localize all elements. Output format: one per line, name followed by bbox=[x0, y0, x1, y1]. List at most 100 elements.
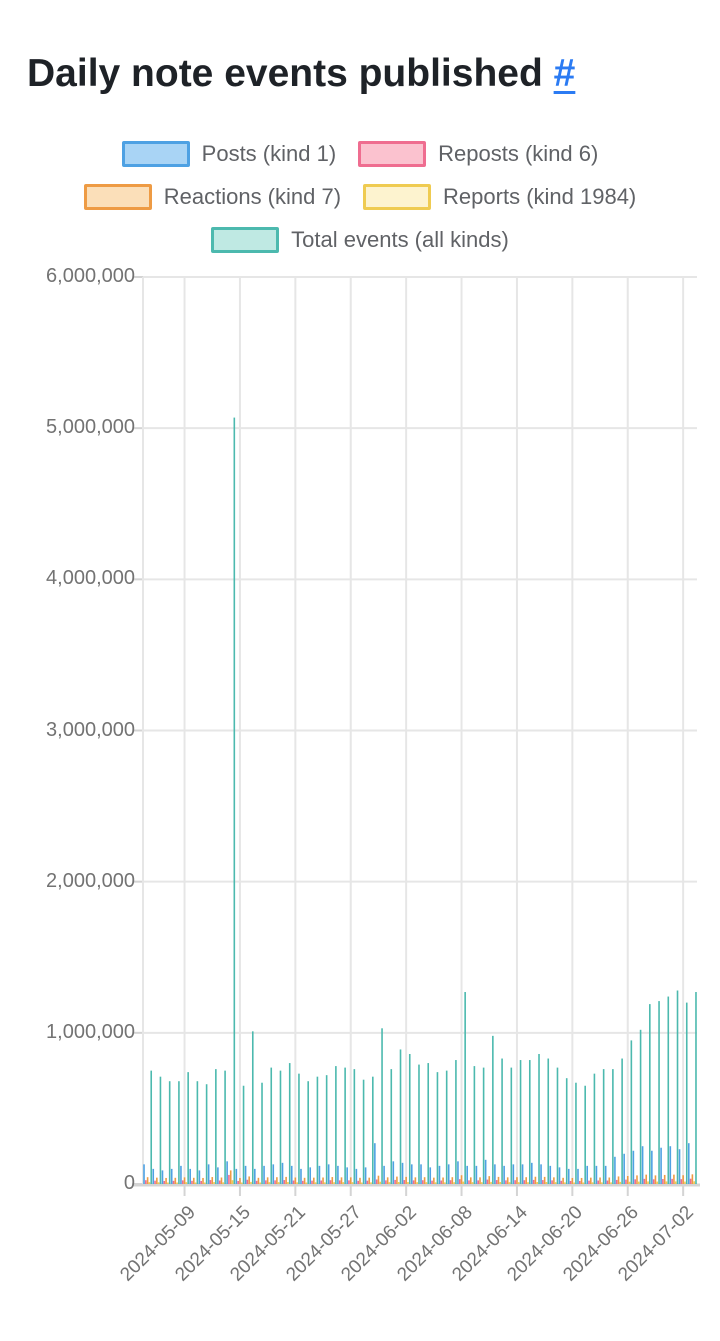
bar bbox=[235, 1168, 238, 1184]
bar bbox=[444, 1182, 446, 1184]
bar bbox=[196, 1081, 199, 1184]
bar bbox=[527, 1182, 529, 1184]
bar bbox=[226, 1161, 228, 1184]
bar bbox=[342, 1182, 345, 1184]
bar bbox=[687, 1143, 690, 1184]
bar bbox=[482, 1067, 485, 1184]
bar bbox=[277, 1182, 280, 1184]
bar bbox=[150, 1070, 153, 1184]
legend-item[interactable]: Posts (kind 1) bbox=[121, 141, 337, 167]
bar bbox=[355, 1168, 358, 1184]
bar bbox=[460, 1175, 463, 1184]
y-axis-tick-label: 2,000,000 bbox=[46, 869, 135, 892]
bar bbox=[663, 1174, 666, 1184]
bar bbox=[689, 1178, 692, 1184]
bar bbox=[215, 1069, 217, 1184]
bar bbox=[394, 1179, 396, 1184]
bar bbox=[578, 1180, 581, 1184]
bar bbox=[205, 1084, 208, 1184]
bar bbox=[676, 990, 679, 1184]
bar bbox=[542, 1180, 544, 1184]
bar bbox=[266, 1177, 269, 1184]
bar bbox=[601, 1182, 603, 1184]
bar bbox=[604, 1165, 607, 1184]
bar bbox=[300, 1168, 302, 1184]
bar bbox=[362, 1079, 365, 1184]
bar bbox=[685, 1002, 688, 1184]
bar bbox=[656, 1181, 659, 1184]
bar bbox=[163, 1180, 166, 1184]
bar bbox=[510, 1067, 513, 1184]
bar bbox=[412, 1180, 415, 1184]
bar bbox=[442, 1177, 444, 1184]
bar bbox=[329, 1180, 332, 1184]
bar bbox=[693, 1181, 695, 1184]
bar bbox=[591, 1182, 594, 1184]
bar bbox=[449, 1180, 452, 1184]
bar bbox=[360, 1182, 363, 1184]
bar bbox=[288, 1063, 291, 1184]
bar bbox=[422, 1180, 424, 1184]
bar bbox=[307, 1081, 309, 1184]
legend-item[interactable]: Reports (kind 1984) bbox=[363, 184, 636, 210]
bar bbox=[368, 1177, 371, 1184]
legend-label: Posts (kind 1) bbox=[201, 141, 337, 166]
bar bbox=[348, 1180, 350, 1184]
bar bbox=[320, 1180, 323, 1184]
bar bbox=[305, 1182, 308, 1184]
legend-label: Reports (kind 1984) bbox=[443, 184, 637, 209]
bar bbox=[495, 1180, 498, 1184]
bar bbox=[471, 1182, 474, 1184]
bar bbox=[176, 1182, 178, 1184]
bar bbox=[217, 1167, 219, 1184]
bar bbox=[229, 1170, 232, 1184]
bar bbox=[612, 1069, 614, 1184]
bar bbox=[623, 1153, 625, 1184]
bar bbox=[486, 1179, 489, 1184]
bar bbox=[154, 1180, 156, 1184]
bar bbox=[261, 1082, 263, 1184]
bar bbox=[545, 1182, 548, 1184]
bar bbox=[335, 1066, 337, 1184]
bar bbox=[564, 1182, 566, 1184]
legend-item[interactable]: Reactions (kind 7) bbox=[83, 184, 341, 210]
bar bbox=[567, 1168, 570, 1184]
bar bbox=[538, 1053, 540, 1184]
bar bbox=[684, 1181, 686, 1184]
bar bbox=[263, 1165, 265, 1184]
bar bbox=[425, 1182, 428, 1184]
bar bbox=[433, 1177, 435, 1184]
bar bbox=[525, 1177, 527, 1184]
y-axis-tick-label: 4,000,000 bbox=[46, 567, 135, 590]
bar bbox=[420, 1164, 422, 1184]
legend-item[interactable]: Total events (all kinds) bbox=[211, 227, 509, 253]
bar bbox=[505, 1180, 507, 1184]
y-axis-tick-label: 1,000,000 bbox=[46, 1020, 135, 1043]
bar bbox=[191, 1180, 193, 1184]
bar bbox=[558, 1167, 561, 1184]
bar bbox=[651, 1150, 653, 1184]
bar bbox=[554, 1182, 557, 1184]
bar bbox=[543, 1176, 546, 1184]
bar bbox=[614, 1156, 616, 1184]
legend-item[interactable]: Reposts (kind 6) bbox=[358, 141, 598, 167]
bar bbox=[462, 1181, 465, 1184]
bar bbox=[547, 1058, 550, 1184]
bar bbox=[573, 1182, 575, 1184]
bar bbox=[634, 1179, 636, 1184]
bar bbox=[244, 1165, 247, 1184]
bar bbox=[270, 1067, 273, 1184]
bar bbox=[146, 1177, 149, 1184]
bar bbox=[639, 1029, 642, 1184]
bar bbox=[357, 1180, 359, 1184]
legend-row: Posts (kind 1) Reposts (kind 6) bbox=[121, 141, 598, 167]
permalink-anchor-link[interactable]: # bbox=[553, 52, 576, 95]
bar bbox=[290, 1165, 293, 1184]
bar bbox=[674, 1181, 677, 1184]
bar bbox=[431, 1180, 433, 1184]
bar bbox=[597, 1180, 600, 1184]
bar bbox=[224, 1070, 226, 1184]
title-text: Daily note events published bbox=[27, 52, 543, 95]
bar bbox=[499, 1182, 502, 1184]
bar bbox=[602, 1069, 605, 1184]
